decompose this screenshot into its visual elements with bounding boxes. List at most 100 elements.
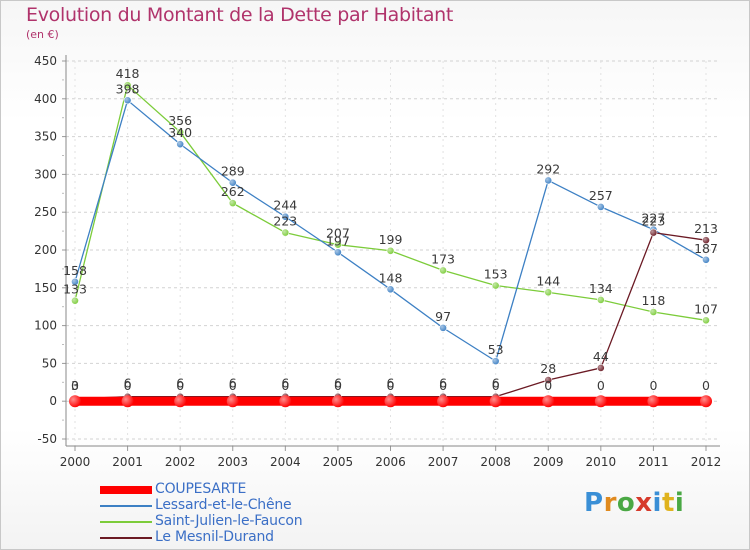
data-point-highlight	[544, 376, 552, 384]
data-label: 197	[326, 233, 350, 248]
x-tick-label: 2009	[533, 455, 564, 469]
data-point-highlight	[226, 395, 239, 408]
data-point-highlight	[334, 248, 342, 256]
data-label: 28	[540, 361, 556, 376]
data-label: 148	[379, 270, 403, 285]
data-point-highlight	[544, 288, 552, 296]
data-label: 262	[221, 184, 245, 199]
data-label: 292	[536, 161, 560, 176]
data-label: 6	[176, 376, 184, 391]
data-label: 0	[597, 378, 605, 393]
data-point-highlight	[492, 281, 500, 290]
data-point-highlight	[702, 236, 710, 244]
data-label: 134	[589, 281, 613, 296]
x-tick-label: 2011	[638, 455, 669, 469]
data-label: 223	[641, 214, 665, 229]
x-tick-label: 2007	[428, 455, 459, 469]
data-label: 6	[492, 376, 500, 391]
data-label: 0	[649, 378, 657, 393]
legend-swatch	[100, 505, 152, 507]
data-point-highlight	[176, 128, 184, 136]
data-label: 398	[116, 81, 140, 96]
data-label: 356	[168, 113, 192, 128]
data-label: 44	[593, 349, 609, 364]
data-label: 107	[694, 301, 718, 316]
chart-title: Evolution du Montant de la Dette par Hab…	[26, 4, 454, 26]
data-label: 3	[71, 378, 79, 393]
data-label: 418	[116, 66, 140, 81]
data-point-highlight	[176, 140, 184, 148]
data-point-highlight	[174, 395, 187, 408]
data-label: 340	[168, 125, 192, 140]
data-point-highlight	[439, 266, 447, 275]
y-tick-label: 50	[42, 356, 57, 370]
data-point-highlight	[597, 364, 605, 372]
x-tick-label: 2006	[375, 455, 406, 469]
data-label: 199	[379, 232, 403, 247]
brand-letter: x	[635, 488, 653, 518]
data-label: 0	[229, 378, 237, 393]
data-point-highlight	[386, 247, 395, 255]
data-label: 97	[435, 309, 451, 324]
legend-swatch	[100, 537, 152, 539]
x-tick-label: 2005	[323, 455, 354, 469]
data-label: 0	[124, 378, 132, 393]
data-label: 0	[387, 378, 395, 393]
y-tick-label: 300	[34, 167, 57, 181]
brand-letter: P	[584, 488, 604, 518]
x-tick-label: 2008	[480, 455, 511, 469]
data-label: 153	[484, 267, 508, 282]
y-tick-label: 0	[49, 394, 57, 408]
data-label: 6	[387, 376, 395, 391]
data-point-highlight	[594, 395, 607, 408]
legend-label: Le Mesnil-Durand	[155, 529, 274, 545]
data-label: 118	[641, 293, 665, 308]
data-point-highlight	[489, 395, 502, 408]
data-label: 0	[176, 378, 184, 393]
data-point-highlight	[700, 395, 712, 408]
data-label: 187	[694, 241, 718, 256]
brand-letter: o	[616, 488, 636, 518]
data-label: 6	[439, 376, 447, 391]
x-tick-label: 2010	[586, 455, 617, 469]
data-label: 144	[536, 273, 560, 288]
data-point-highlight	[597, 203, 605, 211]
data-point-highlight	[542, 395, 555, 408]
data-label: 0	[281, 378, 289, 393]
data-point-highlight	[702, 256, 710, 264]
y-tick-label: -50	[37, 432, 57, 446]
data-point-highlight	[279, 395, 292, 408]
legend-label: COUPESARTE	[155, 481, 247, 497]
data-label: 6	[229, 376, 237, 391]
data-label: 213	[694, 221, 718, 236]
data-label: 0	[439, 378, 447, 393]
data-label: 227	[641, 211, 665, 226]
x-tick-label: 2000	[60, 455, 91, 469]
legend-swatch	[100, 486, 152, 494]
data-point-highlight	[71, 297, 79, 305]
data-label: 53	[488, 342, 504, 357]
brand-letter: i	[674, 488, 685, 518]
y-tick-label: 150	[34, 281, 57, 295]
brand-letter: r	[603, 488, 617, 518]
x-tick-label: 2012	[691, 455, 722, 469]
data-label: 158	[63, 263, 87, 278]
data-point-highlight	[334, 241, 342, 249]
data-point-highlight	[649, 308, 658, 316]
y-tick-label: 450	[34, 54, 57, 68]
data-point-highlight	[544, 176, 552, 185]
data-label: 0	[334, 378, 342, 393]
data-label: 289	[221, 164, 245, 179]
data-label: 6	[124, 376, 132, 391]
data-label: 223	[273, 214, 297, 229]
data-point-highlight	[281, 213, 289, 221]
data-point-highlight	[702, 316, 710, 324]
data-label: 207	[326, 226, 350, 241]
data-point-highlight	[123, 81, 132, 89]
legend-label: Saint-Julien-le-Faucon	[155, 513, 303, 529]
y-tick-label: 350	[34, 130, 57, 144]
chart-unit-label: (en €)	[26, 28, 59, 41]
x-tick-label: 2001	[112, 455, 143, 469]
data-label: 0	[492, 378, 500, 393]
